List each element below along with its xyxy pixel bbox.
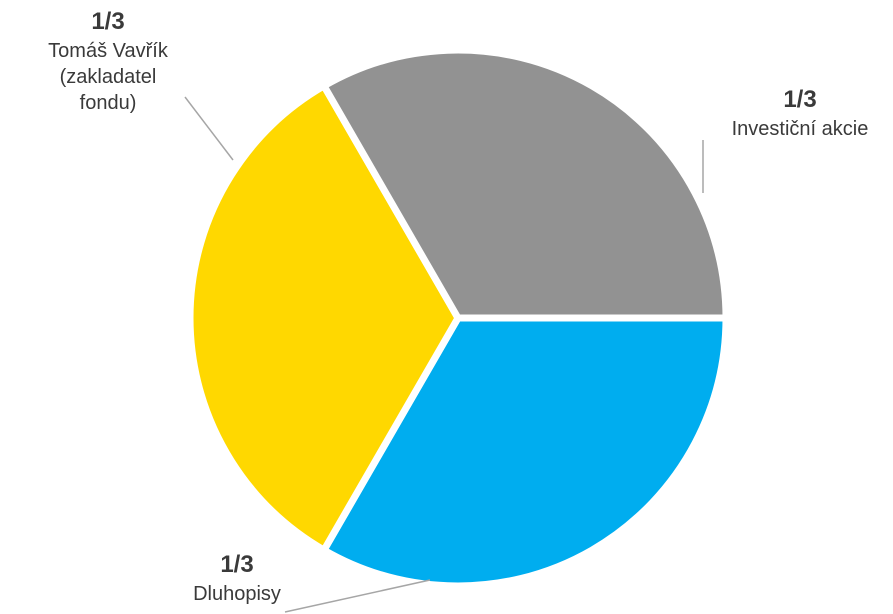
slice-value-label-1: 1/3 bbox=[783, 86, 816, 113]
pie-slices bbox=[186, 46, 730, 590]
slice-category-label-3-line-2: (zakladatel bbox=[60, 66, 157, 88]
slice-value-label-3: 1/3 bbox=[91, 8, 124, 35]
leader-lines bbox=[184, 96, 704, 613]
leader-line-2 bbox=[284, 579, 431, 613]
slice-category-label-3-line-3: fondu) bbox=[80, 92, 137, 114]
slice-category-label-2-line-1: Dluhopisy bbox=[193, 583, 281, 605]
slice-category-label-1-line-1: Investiční akcie bbox=[732, 118, 869, 140]
slice-category-label-3-line-1: Tomáš Vavřík bbox=[48, 40, 169, 62]
pie-slice-1 bbox=[319, 314, 730, 590]
slice-value-label-2: 1/3 bbox=[220, 551, 253, 578]
pie-slice-3 bbox=[319, 46, 730, 322]
slice-labels: 1/3 Investiční akcie 1/3 Dluhopisy 1/3 Tomáš … bbox=[48, 8, 868, 605]
leader-line-3 bbox=[184, 96, 234, 161]
